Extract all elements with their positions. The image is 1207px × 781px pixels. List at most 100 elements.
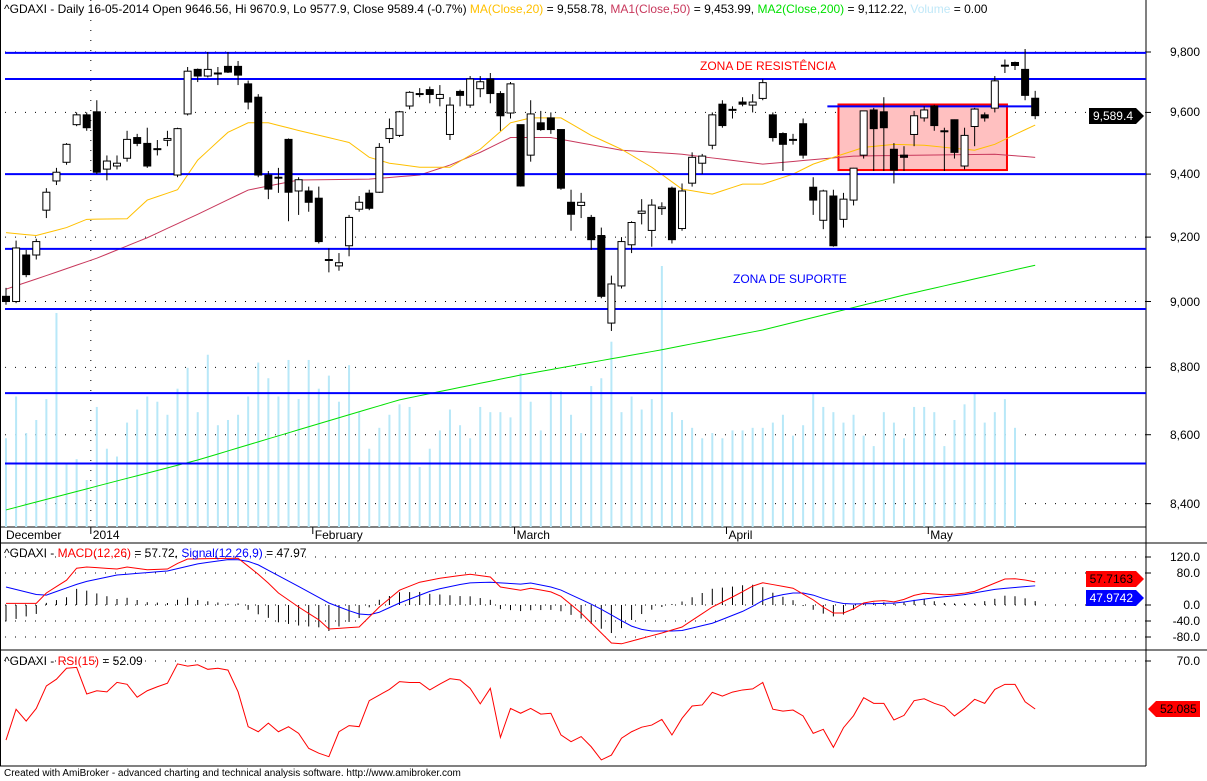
candle-bearish (304, 190, 313, 203)
volume-bar (479, 406, 482, 527)
volume-bar (963, 404, 966, 527)
candle-bullish (819, 190, 828, 221)
price-axis-label: 9,600 (1169, 105, 1200, 120)
support-zone-label: ZONA DE SUPORTE (733, 272, 847, 286)
price-axis-label: 8,600 (1169, 427, 1200, 442)
candle-bullish (405, 91, 414, 107)
price-axis-label: 9,800 (1169, 45, 1200, 59)
candle-bullish (163, 137, 172, 141)
candle-bullish (920, 109, 929, 119)
candle-bullish (294, 179, 303, 192)
x-axis-label: December (6, 528, 62, 542)
volume-bar (216, 425, 219, 527)
volume-bar (792, 435, 795, 527)
volume-bar (348, 365, 351, 527)
rsi-symbol: ^GDAXI - (4, 654, 58, 668)
candle-bearish (930, 105, 939, 127)
volume-bar (186, 367, 189, 527)
macd-symbol: ^GDAXI - (4, 546, 58, 560)
candle-bearish (223, 65, 232, 73)
volume-bar (126, 422, 129, 527)
footer-credit: Created with AmiBroker - advanced charti… (4, 768, 461, 779)
volume-bar (105, 448, 108, 527)
candle-bearish (950, 119, 959, 153)
candle-bullish (678, 190, 687, 230)
volume-bar (721, 438, 724, 527)
x-axis-label: February (314, 528, 363, 542)
volume-bar (65, 464, 68, 527)
volume-bar (691, 427, 694, 527)
last-price-tag: 9,589.4 (1088, 108, 1145, 124)
candle-bearish (496, 93, 505, 117)
candle-bullish (476, 81, 485, 90)
candle-bearish (22, 254, 31, 276)
price-axis-label: 9,000 (1169, 294, 1200, 309)
macd-axis-label: 80.0 (1176, 566, 1200, 580)
volume-bar (570, 414, 573, 527)
volume-bar (892, 422, 895, 527)
candle-bearish (516, 124, 525, 187)
candle-bullish (173, 128, 182, 176)
candle-bearish (809, 186, 818, 201)
candle-bullish (42, 191, 51, 211)
volume-bar (226, 419, 229, 527)
volume-bar (539, 430, 542, 527)
macd-axis-label: 120.0 (1169, 550, 1200, 564)
macd-axis-label: -40.0 (1172, 614, 1200, 628)
candle-bullish (960, 134, 969, 167)
volume-bar (923, 406, 926, 527)
volume-bar (55, 312, 58, 527)
volume-bar (913, 406, 916, 527)
candle-bullish (627, 222, 636, 246)
candle-bearish (546, 117, 555, 131)
volume-bar (418, 466, 421, 527)
volume-bar (600, 378, 603, 527)
candle-bearish (284, 138, 293, 193)
candle-bearish (799, 123, 808, 156)
candle-bullish (123, 138, 132, 159)
candle-bearish (82, 114, 91, 129)
volume-bar (670, 412, 673, 527)
volume-bar (15, 396, 18, 527)
volume-bar (438, 430, 441, 527)
candle-bullish (506, 83, 515, 114)
ma50-value: = 9,453.99, (690, 2, 755, 16)
candle-bearish (587, 216, 596, 241)
volume-bar (136, 409, 139, 527)
volume-bar (862, 435, 865, 527)
candle-bullish (183, 70, 192, 115)
candle-bearish (314, 197, 323, 243)
ma200-legend: MA2(Close,200) (757, 2, 845, 16)
macd-line (6, 557, 1036, 645)
volume-bar (35, 419, 38, 527)
volume-value: = 0.00 (950, 2, 988, 16)
macd-value: = 57.72, (131, 546, 182, 560)
volume-bar (5, 438, 7, 527)
candle-bearish (1011, 61, 1019, 66)
volume-bar (580, 433, 583, 527)
candle-bearish (1031, 97, 1040, 117)
volume-bar (368, 448, 371, 527)
ma200-line (5, 264, 1036, 511)
x-axis-label: May (930, 528, 953, 542)
macd-value-tag: 57.7163 (1085, 571, 1145, 587)
price-axis-label: 9,200 (1169, 230, 1200, 245)
volume-bar (620, 412, 623, 527)
volume-bar (872, 446, 875, 527)
candle-bullish (758, 82, 767, 99)
volume-bar (610, 341, 613, 527)
volume-bar (489, 412, 492, 527)
volume-bar (408, 406, 411, 527)
volume-bar (781, 414, 784, 527)
candle-bearish (425, 89, 434, 95)
candle-bearish (234, 65, 243, 76)
candle-bullish (849, 167, 858, 201)
candle-bullish (657, 206, 666, 210)
candle-bullish (688, 156, 697, 184)
candle-bullish (910, 115, 919, 135)
x-axis-label: March (516, 528, 550, 542)
candle-bearish (900, 154, 909, 158)
candle-bearish (738, 101, 747, 105)
volume-bar (469, 438, 472, 527)
candle-bearish (980, 114, 989, 119)
